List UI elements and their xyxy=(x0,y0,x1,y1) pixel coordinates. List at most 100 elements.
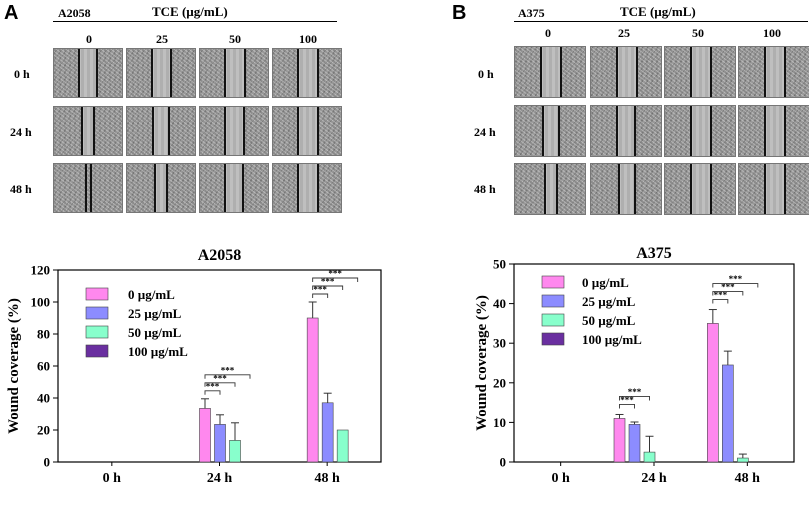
micrograph xyxy=(514,105,586,157)
panel-a-treatment-label: TCE (µg/mL) xyxy=(152,4,228,19)
legend-swatch xyxy=(85,325,109,339)
micrograph xyxy=(126,106,196,156)
y-tick-label: 30 xyxy=(493,336,506,351)
chart-a375: A375 Wound coverage (%) 0 10 20 30 40 50 0 h 24 h… xyxy=(474,245,795,486)
y-tick-label: 0 xyxy=(44,455,51,470)
y-tick-label: 40 xyxy=(37,391,50,406)
significance-bracket xyxy=(312,293,329,298)
panel-a-col-label: 50 xyxy=(229,32,241,46)
micrograph xyxy=(199,48,269,98)
micrograph xyxy=(199,163,269,213)
bar xyxy=(306,317,319,463)
bar xyxy=(628,424,641,463)
micrograph xyxy=(514,46,586,98)
significance-label: *** xyxy=(328,269,342,279)
panel-b-treatment-label: TCE (µg/mL) xyxy=(620,4,696,19)
micrograph xyxy=(53,163,123,213)
y-tick-label: 60 xyxy=(37,359,50,374)
legend-label: 25 µg/mL xyxy=(582,294,636,309)
legend-swatch xyxy=(541,294,565,308)
significance-bracket xyxy=(204,390,221,395)
panel-b-row-label: 24 h xyxy=(474,125,496,139)
y-tick-label: 10 xyxy=(493,415,506,430)
legend-label: 100 µg/mL xyxy=(128,344,188,359)
y-tick-label: 20 xyxy=(493,375,506,390)
micrograph xyxy=(199,106,269,156)
y-axis-label: Wound coverage (%) xyxy=(6,298,22,434)
panel-b-col-label: 25 xyxy=(618,26,630,40)
significance-bracket xyxy=(204,374,251,379)
legend-swatch xyxy=(541,332,565,346)
panel-b-col-label: 0 xyxy=(545,26,551,40)
micrograph xyxy=(590,46,662,98)
panel-a-row-label: 48 h xyxy=(10,182,32,196)
legend-label: 100 µg/mL xyxy=(582,332,642,347)
panel-b-cell-line: A375 xyxy=(518,6,545,20)
x-tick-label: 24 h xyxy=(641,471,667,486)
significance-label: *** xyxy=(221,365,235,375)
panel-a-header-rule xyxy=(53,21,337,22)
bar xyxy=(199,408,211,463)
significance-label: *** xyxy=(714,290,728,300)
bar xyxy=(613,418,626,463)
legend-label: 50 µg/mL xyxy=(128,325,182,340)
micrograph xyxy=(272,106,342,156)
y-axis-label: Wound coverage (%) xyxy=(474,295,490,431)
micrograph xyxy=(53,106,123,156)
bar xyxy=(737,457,749,463)
significance-bracket xyxy=(312,277,359,282)
micrograph xyxy=(738,46,809,98)
significance-bracket xyxy=(204,382,236,387)
y-tick-label: 100 xyxy=(31,295,51,310)
y-tick-label: 0 xyxy=(500,455,507,470)
micrograph xyxy=(514,163,586,215)
y-tick-label: 40 xyxy=(493,296,506,311)
panel-a-col-label: 0 xyxy=(86,32,92,46)
significance-label: *** xyxy=(628,387,642,397)
panel-a-row-label: 0 h xyxy=(14,67,30,81)
significance-label: *** xyxy=(721,282,735,292)
micrograph xyxy=(738,105,809,157)
panel-a-col-label: 25 xyxy=(156,32,168,46)
significance-label: *** xyxy=(729,274,743,284)
x-tick-label: 0 h xyxy=(552,471,571,486)
y-tick-label: 80 xyxy=(37,327,50,342)
significance-label: *** xyxy=(206,381,220,391)
significance-label: *** xyxy=(313,285,327,295)
chart-a2058: A2058 Wound coverage (%) 0 20 40 60 80 100 120 0 … xyxy=(6,247,382,486)
significance-label: *** xyxy=(321,277,335,287)
panel-b-letter: B xyxy=(452,2,467,24)
y-tick-label: 120 xyxy=(31,263,51,278)
legend-swatch xyxy=(541,275,565,289)
x-tick-label: 48 h xyxy=(315,471,341,486)
significance-bracket xyxy=(712,299,729,304)
x-tick-label: 0 h xyxy=(103,471,122,486)
bar xyxy=(229,440,241,463)
significance-label: *** xyxy=(620,395,634,405)
plot-frame xyxy=(513,263,795,463)
panel-a-row-label: 24 h xyxy=(10,125,32,139)
legend-label: 50 µg/mL xyxy=(582,313,636,328)
legend-label: 25 µg/mL xyxy=(128,306,182,321)
y-tick-label: 20 xyxy=(37,423,50,438)
micrograph xyxy=(590,163,662,215)
significance-bracket xyxy=(312,285,344,290)
x-tick-label: 24 h xyxy=(207,471,233,486)
micrograph xyxy=(664,46,736,98)
micrograph xyxy=(738,163,809,215)
chart-title: A2058 xyxy=(198,247,242,264)
micrograph xyxy=(272,163,342,213)
significance-bracket xyxy=(712,291,744,296)
legend-swatch xyxy=(85,287,109,301)
panel-b-row-label: 0 h xyxy=(478,67,494,81)
bar xyxy=(722,364,734,463)
panel-b-header-rule xyxy=(514,21,808,22)
legend-label: 0 µg/mL xyxy=(128,287,175,302)
legend-label: 0 µg/mL xyxy=(582,275,629,290)
micrograph xyxy=(590,105,662,157)
legend-swatch xyxy=(541,313,565,327)
micrograph xyxy=(664,105,736,157)
bar xyxy=(336,429,349,463)
bar xyxy=(707,323,719,463)
micrograph xyxy=(272,48,342,98)
